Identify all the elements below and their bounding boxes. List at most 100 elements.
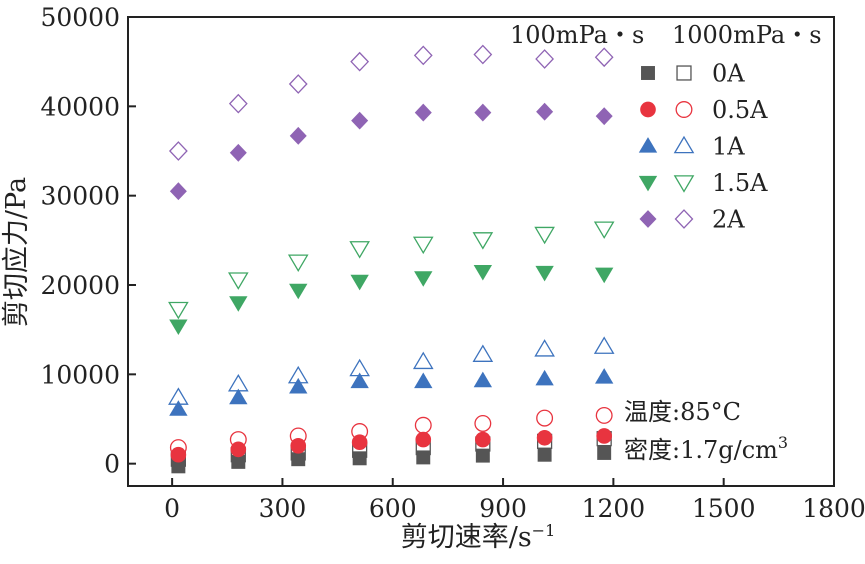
point-1000mpas-2a-1 — [228, 93, 248, 114]
point-100mpas-1a-3 — [350, 372, 369, 389]
point-100mpas-1-5a-6 — [535, 265, 554, 282]
legend-marker-filled-2a — [639, 210, 657, 228]
legend-label-0a: 0A — [712, 60, 745, 88]
point-1000mpas-1a-1 — [227, 373, 249, 392]
point-1000mpas-1-5a-1 — [227, 272, 249, 290]
x-tick-label-2: 600 — [369, 494, 417, 523]
point-100mpas-0a-6 — [537, 447, 552, 462]
point-100mpas-1a-1 — [229, 388, 248, 405]
plot-frame — [127, 16, 835, 487]
legend-marker-open-2a — [674, 209, 694, 229]
x-tick-label-6: 1800 — [802, 494, 865, 523]
density-note-exponent: 3 — [778, 433, 788, 452]
y-tick-label-2: 20000 — [40, 271, 120, 300]
temperature-note: 温度:85°C — [624, 398, 741, 426]
x-tick-label-3: 900 — [479, 494, 527, 523]
point-1000mpas-1-5a-2 — [287, 254, 309, 272]
y-tick-label-0: 0 — [104, 450, 120, 479]
point-100mpas-0-5a-6 — [536, 429, 553, 446]
point-100mpas-0-5a-1 — [230, 441, 247, 458]
point-1000mpas-1-5a-3 — [349, 241, 370, 259]
point-1000mpas-2a-3 — [350, 51, 370, 72]
legend-marker-open-0-5a — [675, 101, 693, 118]
point-100mpas-0a-5 — [475, 448, 490, 463]
point-1000mpas-1a-4 — [412, 351, 434, 370]
density-note-main: 密度:1.7g/cm — [624, 436, 778, 464]
point-100mpas-2a-1 — [229, 143, 247, 162]
point-100mpas-2a-5 — [474, 103, 492, 122]
point-1000mpas-1-5a-6 — [534, 226, 555, 245]
point-100mpas-0a-1 — [231, 454, 246, 469]
point-1000mpas-1a-5 — [472, 344, 494, 362]
point-100mpas-1-5a-1 — [229, 296, 248, 312]
point-1000mpas-2a-0 — [168, 141, 188, 161]
point-100mpas-1-5a-5 — [473, 264, 493, 281]
point-100mpas-1-5a-7 — [595, 267, 614, 284]
point-100mpas-2a-0 — [169, 182, 187, 201]
point-100mpas-1-5a-0 — [169, 319, 188, 336]
point-100mpas-1-5a-4 — [414, 271, 433, 287]
y-axis-label: 剪切应力/Pa — [1, 177, 32, 327]
point-100mpas-1a-0 — [169, 400, 188, 416]
legend-label-1-5a: 1.5A — [712, 169, 768, 197]
point-100mpas-0-5a-0 — [170, 446, 187, 463]
point-100mpas-1a-6 — [535, 369, 554, 386]
legend-header-100mpas: 100mPa・s — [510, 21, 644, 49]
point-100mpas-0a-7 — [597, 445, 612, 460]
point-1000mpas-2a-2 — [288, 74, 308, 94]
point-100mpas-1-5a-3 — [350, 274, 369, 291]
legend-marker-filled-1-5a — [638, 175, 658, 192]
point-1000mpas-1-5a-0 — [168, 301, 189, 320]
point-100mpas-1a-4 — [414, 372, 433, 389]
legend-marker-filled-1a — [638, 137, 658, 153]
y-tick-label-1: 10000 — [40, 360, 120, 389]
legend-marker-open-0a — [676, 65, 692, 81]
legend-marker-filled-0-5a — [640, 101, 656, 118]
point-1000mpas-0-5a-7 — [595, 406, 613, 424]
point-1000mpas-2a-7 — [594, 47, 614, 68]
point-1000mpas-1-5a-5 — [472, 232, 494, 250]
legend-header-1000mpas: 1000mPa・s — [672, 21, 822, 49]
point-100mpas-2a-7 — [595, 107, 613, 126]
legend-label-2a: 2A — [712, 206, 745, 234]
x-tick-label-0: 0 — [164, 494, 180, 523]
y-tick-label-3: 30000 — [40, 182, 120, 211]
legend-marker-filled-0a — [641, 66, 655, 80]
point-100mpas-0a-0 — [171, 459, 186, 474]
point-100mpas-1a-5 — [473, 371, 493, 388]
point-1000mpas-2a-5 — [473, 44, 493, 65]
point-1000mpas-1a-7 — [593, 336, 615, 354]
legend-marker-open-1a — [673, 135, 695, 154]
point-1000mpas-1-5a-7 — [593, 221, 615, 239]
point-100mpas-0-5a-2 — [290, 437, 307, 454]
point-100mpas-2a-6 — [536, 102, 554, 121]
point-100mpas-0-5a-7 — [596, 428, 613, 444]
point-1000mpas-1a-6 — [534, 339, 555, 357]
legend-label-0-5a: 0.5A — [712, 96, 768, 124]
y-tick-label-4: 40000 — [40, 92, 120, 121]
point-100mpas-0a-4 — [416, 450, 431, 465]
data-points — [168, 44, 615, 474]
point-100mpas-2a-2 — [289, 126, 307, 145]
density-note: 密度:1.7g/cm3 — [624, 433, 788, 464]
axis-ticks: 0 300 600 900 1200 1500 1800 0 10000 20000 30000 40… — [40, 3, 865, 523]
point-1000mpas-0-5a-4 — [414, 416, 432, 434]
x-axis-label-main: 剪切速率/s — [401, 522, 532, 553]
y-tick-label-5: 50000 — [40, 3, 120, 32]
point-100mpas-0-5a-4 — [415, 431, 432, 448]
point-1000mpas-0-5a-5 — [474, 414, 492, 432]
point-100mpas-0-5a-5 — [475, 431, 491, 448]
x-axis-label-exponent: −1 — [532, 521, 556, 540]
point-100mpas-0a-2 — [291, 452, 306, 467]
point-1000mpas-0-5a-6 — [536, 409, 554, 427]
point-100mpas-1a-7 — [595, 368, 614, 384]
point-100mpas-1a-2 — [289, 377, 308, 394]
point-1000mpas-1-5a-4 — [412, 236, 434, 255]
x-tick-label-4: 1200 — [582, 494, 646, 523]
point-100mpas-0-5a-3 — [351, 434, 368, 451]
point-1000mpas-2a-4 — [413, 45, 433, 66]
point-100mpas-2a-4 — [414, 103, 432, 122]
legend-marker-open-1-5a — [673, 175, 695, 193]
legend-label-1a: 1A — [712, 133, 745, 161]
